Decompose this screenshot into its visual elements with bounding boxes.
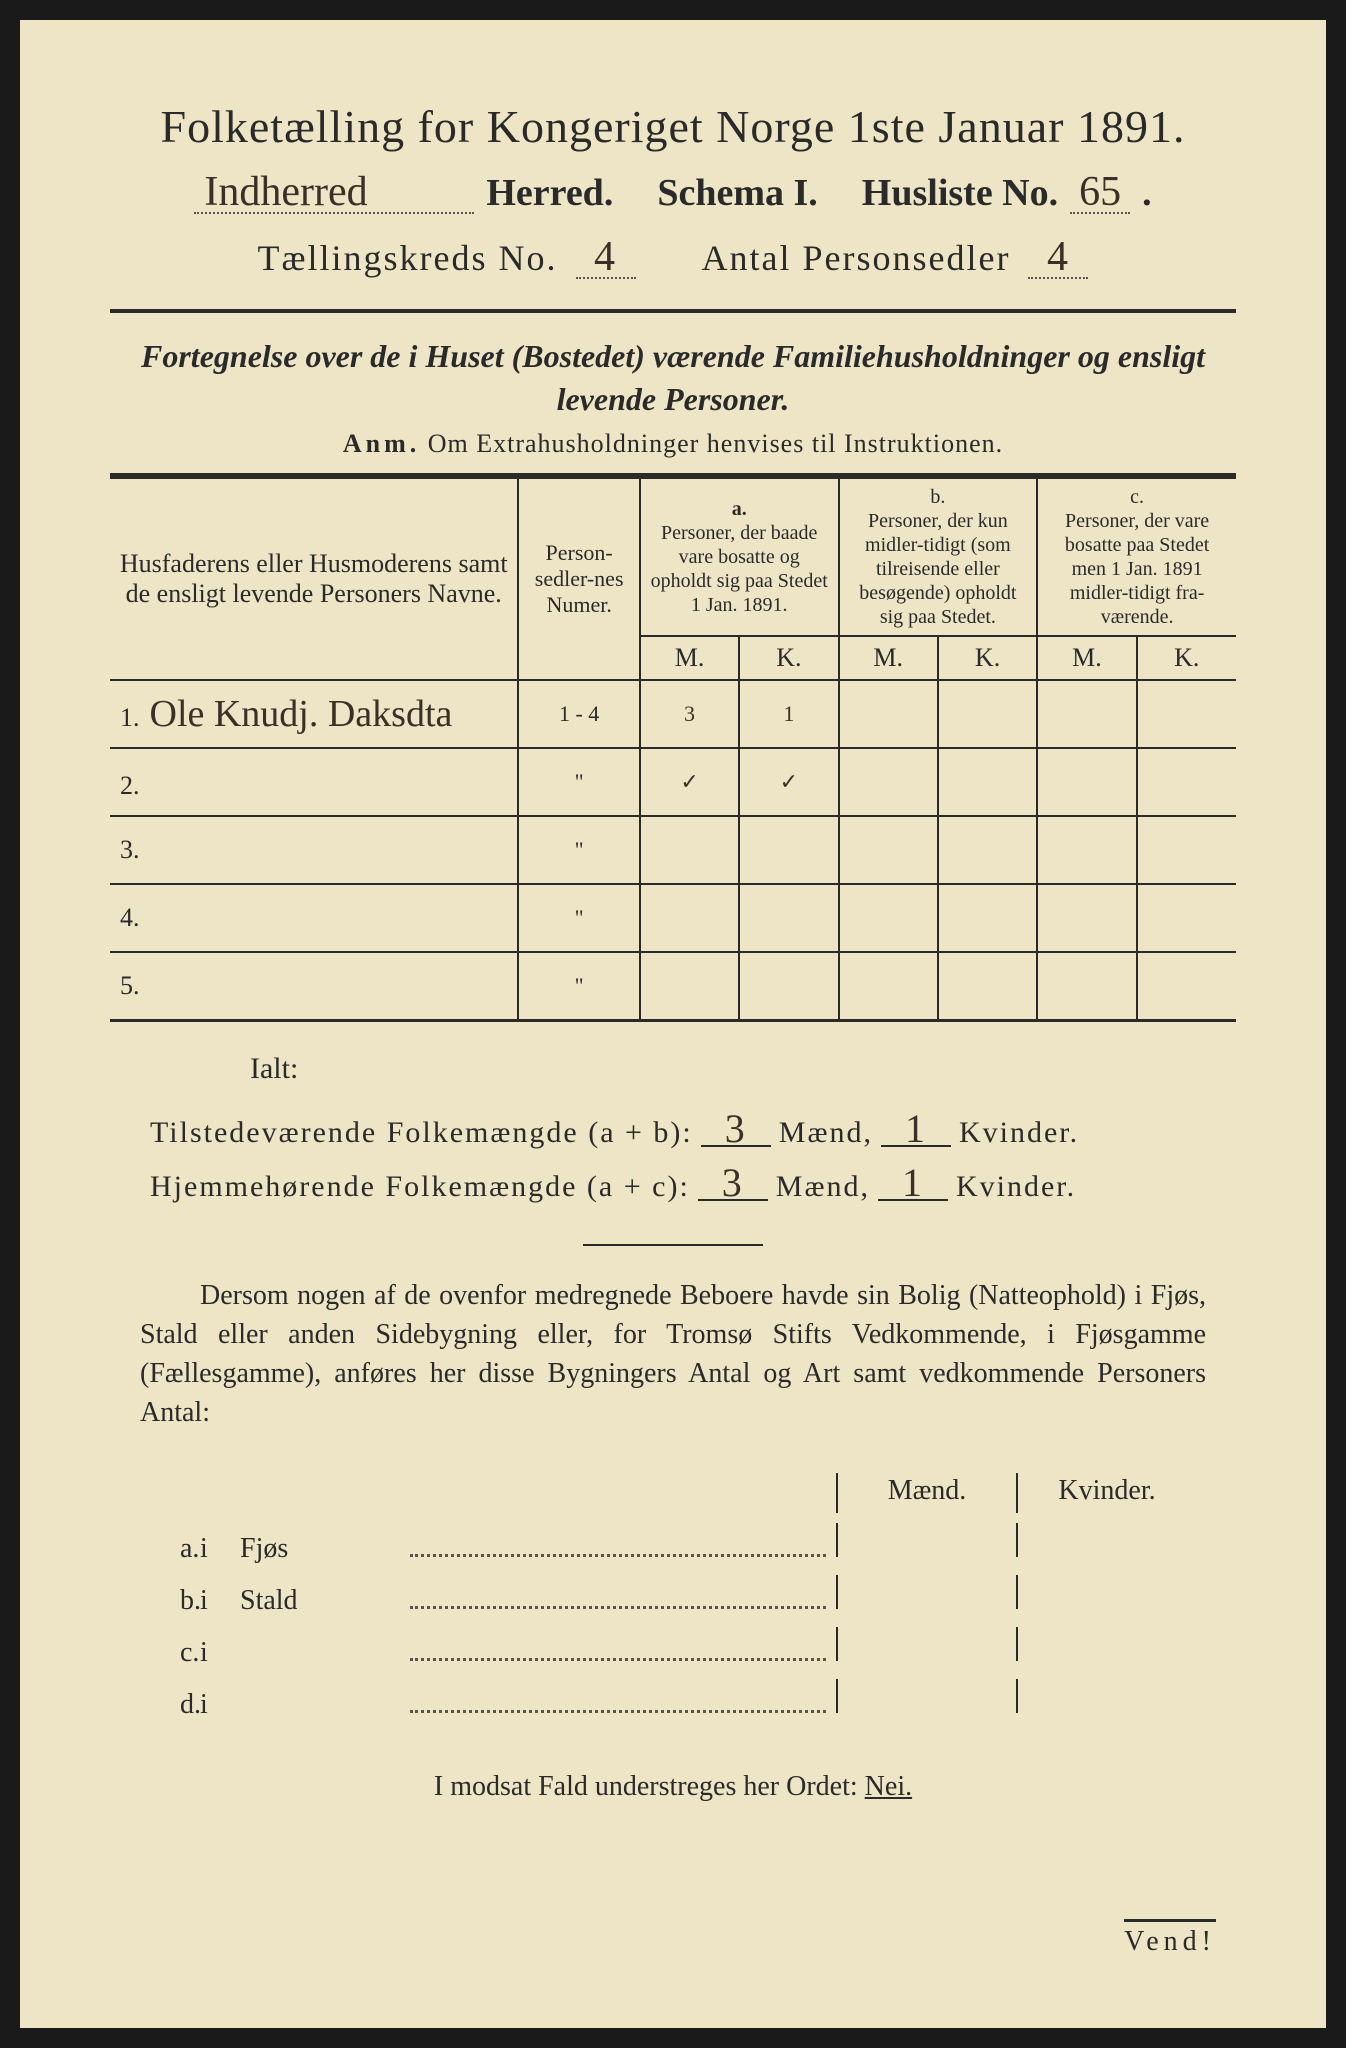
- totals-block: Tilstedeværende Folkemængde (a + b): 3 M…: [110, 1106, 1236, 1214]
- nei-word: Nei.: [865, 1771, 912, 1802]
- th-numer: Person-sedler-nes Numer.: [518, 476, 639, 680]
- nei-line: I modsat Fald understreges her Ordet: Ne…: [110, 1771, 1236, 1803]
- census-form-page: Folketælling for Kongeriget Norge 1ste J…: [20, 20, 1326, 2028]
- divider-top: [110, 309, 1236, 313]
- table-row: 2. " ✓ ✓: [110, 748, 1236, 816]
- bygning-row: a. i Fjøs: [150, 1523, 1196, 1565]
- husliste-no: 65: [1070, 174, 1130, 214]
- table-row: 3. ": [110, 816, 1236, 884]
- th-a-m: M.: [640, 636, 739, 680]
- totals-row-2: Hjemmehørende Folkemængde (a + c): 3 Mæn…: [150, 1160, 1236, 1214]
- bygning-row: c. i: [150, 1627, 1196, 1669]
- th-names: Husfaderens eller Husmoderens samt de en…: [110, 476, 518, 680]
- bygning-kvinder-header: Kvinder.: [1016, 1473, 1196, 1513]
- table-row: 4. ": [110, 884, 1236, 952]
- table-body: 1.Ole Knudj. Daksdta 1 - 4 3 1 2. " ✓ ✓: [110, 680, 1236, 1020]
- ialt-label: Ialt:: [250, 1052, 1236, 1086]
- bygning-block: Mænd. Kvinder. a. i Fjøs b. i Stald c. i…: [110, 1473, 1236, 1721]
- vend-label: Vend!: [1124, 1919, 1216, 1958]
- th-b-k: K.: [938, 636, 1037, 680]
- bygning-head: Mænd. Kvinder.: [150, 1473, 1196, 1513]
- herred-handwritten: Indherred: [194, 174, 474, 214]
- anm-line: Anm. Om Extrahusholdninger henvises til …: [110, 429, 1236, 459]
- header-line-2: Indherred Herred. Schema I. Husliste No.…: [110, 171, 1236, 215]
- herred-label: Herred.: [486, 172, 613, 214]
- bygning-maend-header: Mænd.: [836, 1473, 1016, 1513]
- husliste-label: Husliste No.: [862, 172, 1058, 214]
- header-line-3: Tællingskreds No. 4 Antal Personsedler 4: [110, 237, 1236, 279]
- subtitle: Fortegnelse over de i Huset (Bostedet) v…: [110, 335, 1236, 421]
- table-row: 1.Ole Knudj. Daksdta 1 - 4 3 1: [110, 680, 1236, 748]
- schema-label: Schema I.: [657, 172, 817, 214]
- subtitle-line2: levende Personer.: [557, 381, 790, 417]
- kreds-label: Tællingskreds No.: [258, 237, 558, 279]
- kreds-no: 4: [576, 239, 636, 279]
- anm-label: Anm.: [343, 429, 420, 458]
- subtitle-line1: Fortegnelse over de i Huset (Bostedet) v…: [141, 338, 1205, 374]
- totals-row-1: Tilstedeværende Folkemængde (a + b): 3 M…: [150, 1106, 1236, 1160]
- mini-divider: [583, 1244, 763, 1246]
- paragraph: Dersom nogen af de ovenfor medregnede Be…: [110, 1276, 1236, 1433]
- bygning-row: d. i: [150, 1679, 1196, 1721]
- th-a: a. Personer, der baade vare bosatte og o…: [640, 476, 839, 636]
- th-c: c. Personer, der vare bosatte paa Stedet…: [1037, 476, 1236, 636]
- header-block: Folketælling for Kongeriget Norge 1ste J…: [110, 100, 1236, 279]
- personsedler-label: Antal Personsedler: [702, 237, 1011, 279]
- th-b: b. Personer, der kun midler-tidigt (som …: [839, 476, 1038, 636]
- th-c-m: M.: [1037, 636, 1136, 680]
- table-row: 5. ": [110, 952, 1236, 1020]
- th-c-k: K.: [1137, 636, 1236, 680]
- th-b-m: M.: [839, 636, 938, 680]
- main-table: Husfaderens eller Husmoderens samt de en…: [110, 473, 1236, 1022]
- bygning-row: b. i Stald: [150, 1575, 1196, 1617]
- personsedler-no: 4: [1028, 239, 1088, 279]
- main-title: Folketælling for Kongeriget Norge 1ste J…: [110, 100, 1236, 153]
- th-a-k: K.: [739, 636, 838, 680]
- anm-text: Om Extrahusholdninger henvises til Instr…: [428, 429, 1003, 458]
